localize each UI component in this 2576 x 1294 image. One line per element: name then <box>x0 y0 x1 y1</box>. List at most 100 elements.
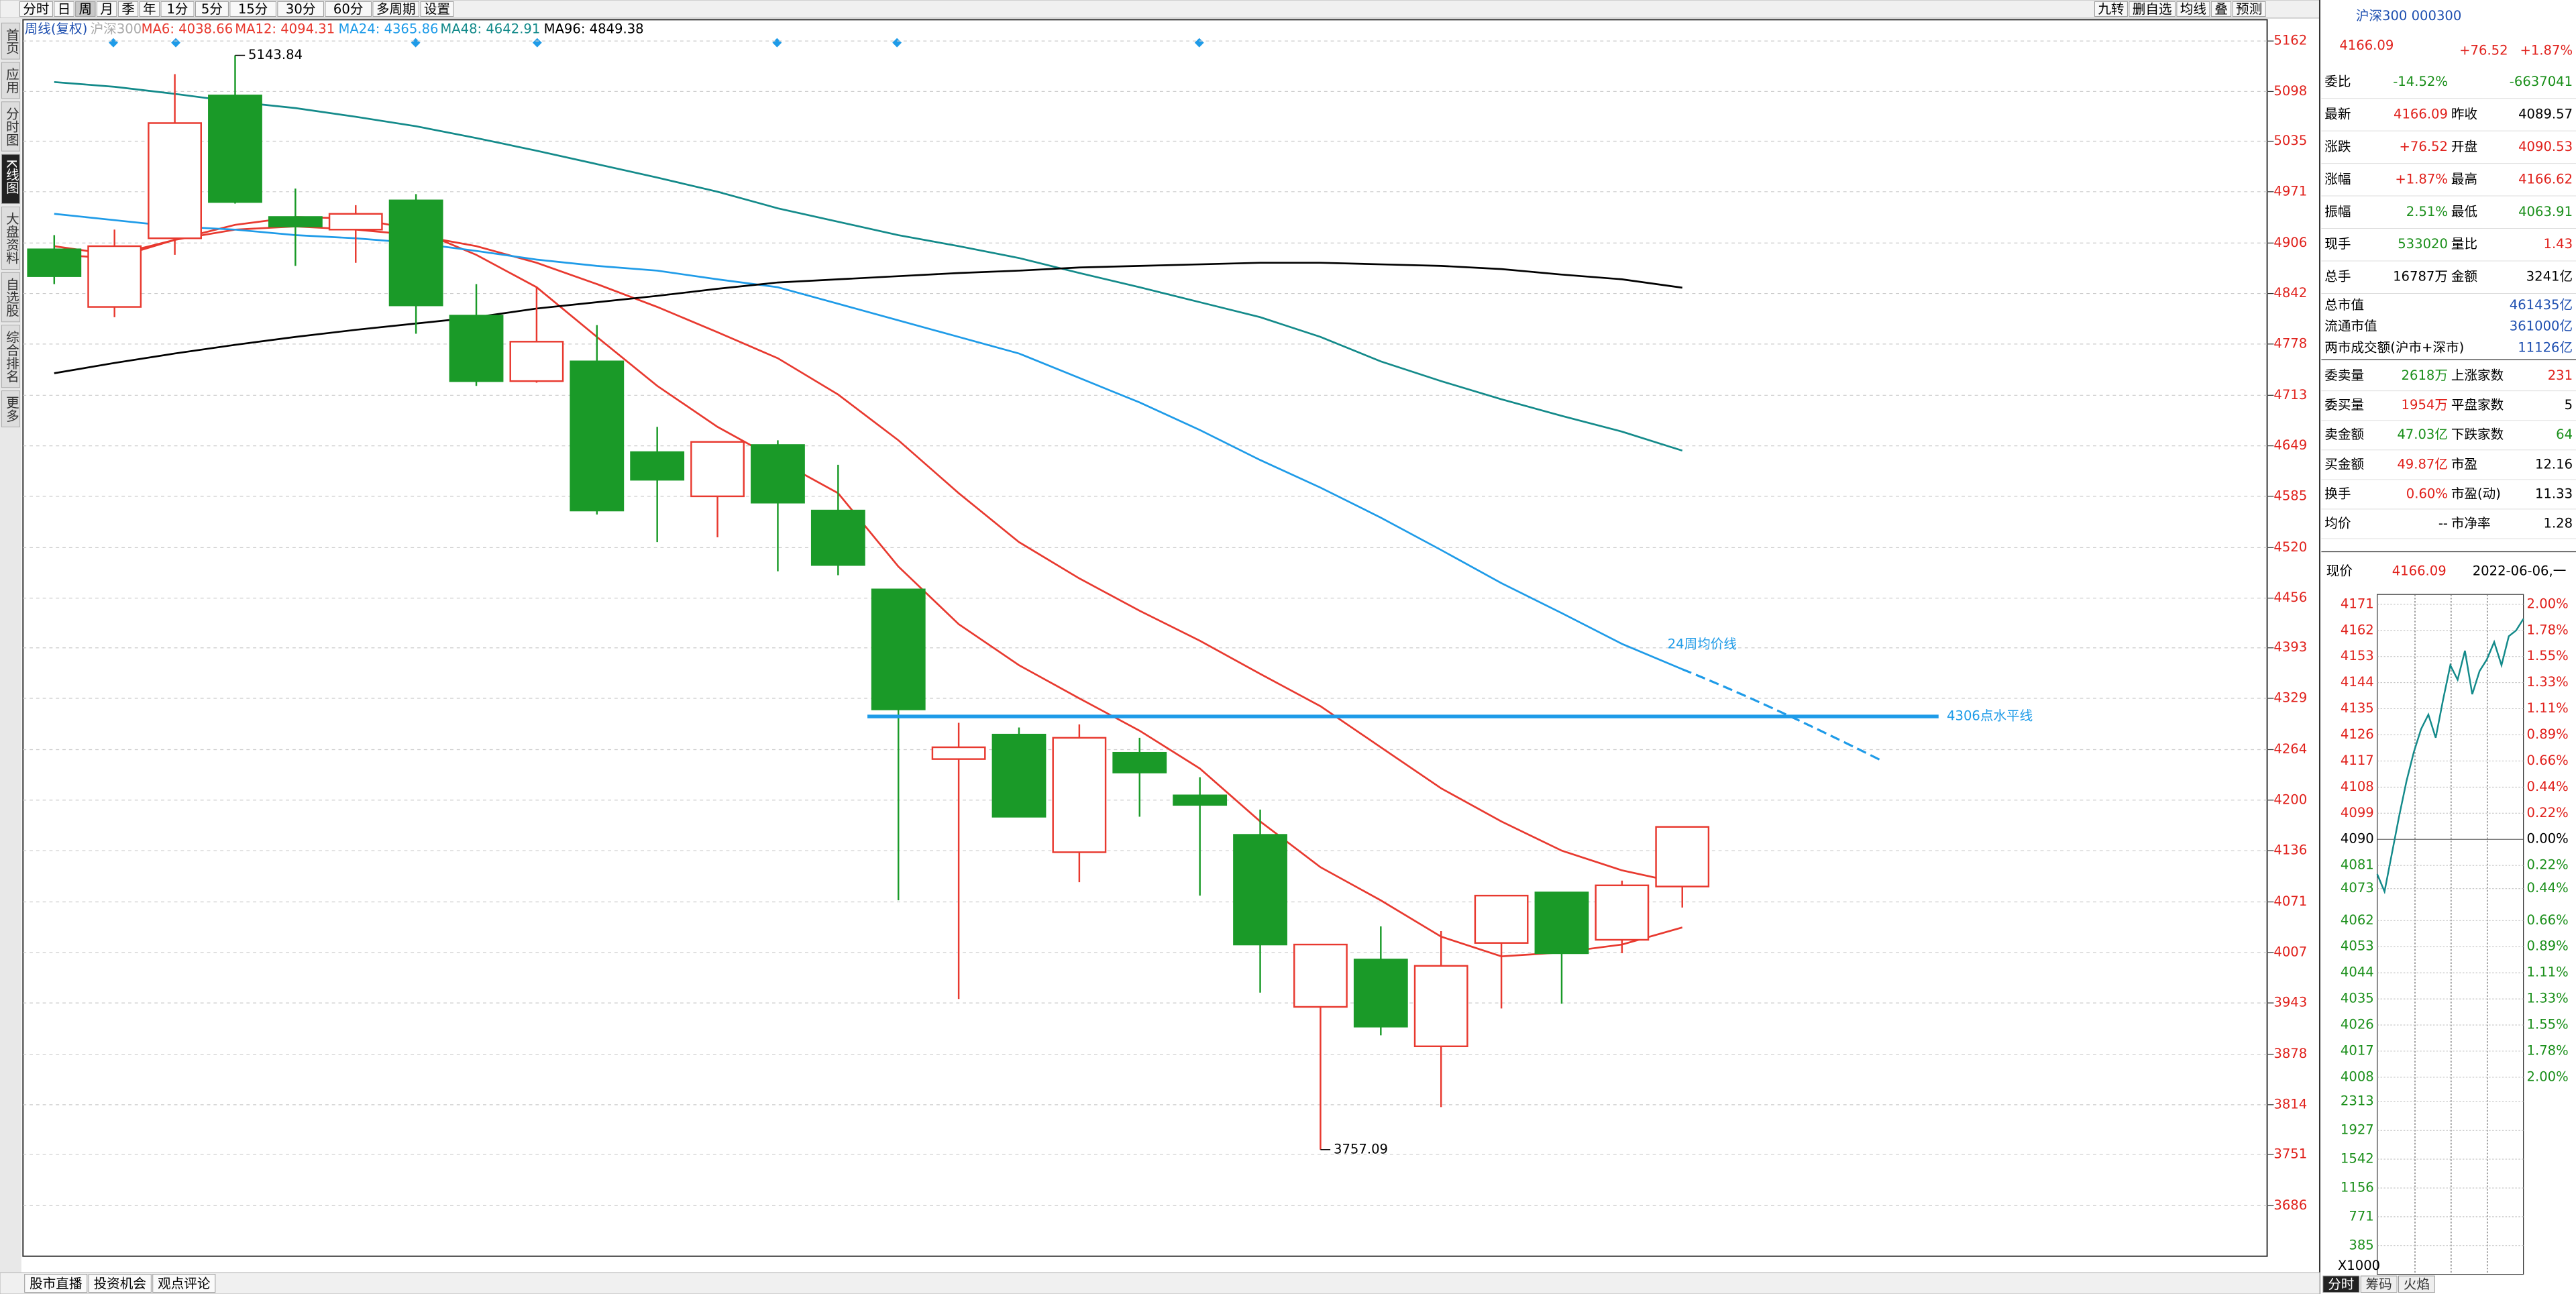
y-tick-label: 3686 <box>2273 1197 2307 1213</box>
quote-cell: 47.03亿 <box>2397 427 2448 442</box>
quote-cell: -- <box>2438 515 2448 531</box>
quote-cell: 最低 <box>2451 204 2477 219</box>
candle-body <box>570 360 625 512</box>
side-tab[interactable] <box>1 390 20 427</box>
mini-tick-label: 4153 <box>2341 648 2374 663</box>
quote-cell: 11126亿 <box>2518 339 2573 355</box>
tool-button[interactable] <box>2176 1 2210 17</box>
mini-tick-label: 4162 <box>2341 622 2374 637</box>
vol-tick-label: 1156 <box>2341 1179 2374 1195</box>
quote-cell: 卖金额 <box>2324 427 2364 442</box>
tab-label: 60分 <box>333 1 364 17</box>
ma-line <box>54 225 1683 885</box>
mini-pct-label: 1.78% <box>2527 622 2569 637</box>
side-tab[interactable] <box>1 206 20 270</box>
tool-button[interactable] <box>2129 1 2176 17</box>
y-tick-label: 5162 <box>2273 33 2307 48</box>
bottom-tab-label: 投资机会 <box>94 1276 146 1291</box>
tool-label: 预测 <box>2236 1 2262 17</box>
vol-unit: X1000 <box>2338 1258 2380 1273</box>
y-tick-label: 4585 <box>2273 488 2307 503</box>
tab-label: 设置 <box>424 1 450 17</box>
mini-pct-label: 0.00% <box>2527 831 2569 847</box>
tab-button[interactable] <box>325 1 372 17</box>
bottom-tab[interactable] <box>152 1274 216 1293</box>
y-tick-label: 4007 <box>2273 944 2307 959</box>
tab-button[interactable] <box>420 1 454 17</box>
tab-label: 季 <box>121 1 135 17</box>
vol-tick-label: 385 <box>2349 1237 2373 1252</box>
mini-tab[interactable] <box>2322 1275 2360 1293</box>
tab-button[interactable] <box>54 1 74 17</box>
quote-cell: 16787万 <box>2393 269 2448 284</box>
tab-button[interactable] <box>229 1 276 17</box>
mini-tab-label: 火焰 <box>2404 1277 2430 1292</box>
tool-button[interactable] <box>2094 1 2128 17</box>
side-label: 首页 <box>3 28 19 54</box>
quote-cell: 1.28 <box>2543 515 2573 531</box>
tab-button[interactable] <box>139 1 160 17</box>
candle-body <box>1595 884 1650 941</box>
mini-tab[interactable] <box>2360 1275 2398 1293</box>
mini-tick-label: 4053 <box>2341 938 2374 954</box>
tool-label: 叠 <box>2214 1 2228 17</box>
side-tab[interactable] <box>1 22 20 60</box>
mini-tick-label: 4126 <box>2341 726 2374 742</box>
mini-pct-label: 1.55% <box>2527 648 2569 663</box>
ma-line <box>54 213 1683 670</box>
tab-button[interactable] <box>277 1 324 17</box>
candle-body <box>1655 826 1710 887</box>
candle-body <box>871 588 926 710</box>
mini-tick-label: 4144 <box>2341 674 2374 690</box>
candle-body <box>148 122 202 239</box>
now-price: 4166.09 <box>2392 563 2447 578</box>
quote-cell: 1954万 <box>2402 397 2448 413</box>
bottom-tab[interactable] <box>24 1274 88 1293</box>
tab-label: 5分 <box>201 1 223 17</box>
y-tick-label: 4713 <box>2273 387 2307 402</box>
quote-cell: +76.52 <box>2400 139 2448 154</box>
y-tick-label: 4971 <box>2273 183 2307 199</box>
quote-cell: 1.43 <box>2543 236 2573 252</box>
quote-cell: +1.87% <box>2395 171 2448 186</box>
y-tick-label: 4778 <box>2273 335 2307 351</box>
tool-button[interactable] <box>2232 1 2266 17</box>
side-label: 分时图 <box>3 107 19 146</box>
vol-tick-label: 1927 <box>2341 1122 2374 1138</box>
side-tab[interactable] <box>1 101 20 152</box>
side-tab[interactable] <box>1 325 20 388</box>
quote-cell: 涨幅 <box>2324 171 2351 186</box>
bottom-tab-label: 股市直播 <box>30 1276 83 1291</box>
quote-cell: 开盘 <box>2451 139 2477 154</box>
quote-cell: 4166.62 <box>2518 171 2573 186</box>
y-tick-label: 5098 <box>2273 83 2307 99</box>
bottom-tab[interactable] <box>88 1274 152 1293</box>
legend-entry: MA6: 4038.66 <box>142 21 233 37</box>
quote-cell: 振幅 <box>2324 204 2351 219</box>
tab-button[interactable] <box>195 1 229 17</box>
mini-pct-label: 0.89% <box>2527 726 2569 742</box>
tab-button[interactable] <box>160 1 195 17</box>
tool-button[interactable] <box>2210 1 2232 17</box>
quote-cell: -6637041 <box>2510 74 2573 89</box>
tab-button[interactable] <box>19 1 53 17</box>
side-tab[interactable] <box>1 272 20 323</box>
candle-body <box>931 746 986 760</box>
side-tab[interactable] <box>1 62 20 99</box>
mini-tick-label: 4171 <box>2341 596 2374 611</box>
y-tick-label: 4906 <box>2273 235 2307 250</box>
annotation: 24周均价线 <box>1668 636 1737 651</box>
candle-body <box>1173 794 1228 806</box>
period-label: 周线(复权) <box>25 21 88 37</box>
side-tab[interactable] <box>1 154 20 205</box>
quote-cell: 买金额 <box>2324 456 2364 472</box>
tab-button[interactable] <box>97 1 117 17</box>
candle-body <box>690 441 745 498</box>
tab-button[interactable] <box>75 1 96 17</box>
tab-button[interactable] <box>117 1 139 17</box>
y-tick-label: 4842 <box>2273 285 2307 301</box>
candle-body <box>1293 943 1348 1008</box>
mini-tab[interactable] <box>2398 1275 2435 1293</box>
tab-button[interactable] <box>372 1 419 17</box>
